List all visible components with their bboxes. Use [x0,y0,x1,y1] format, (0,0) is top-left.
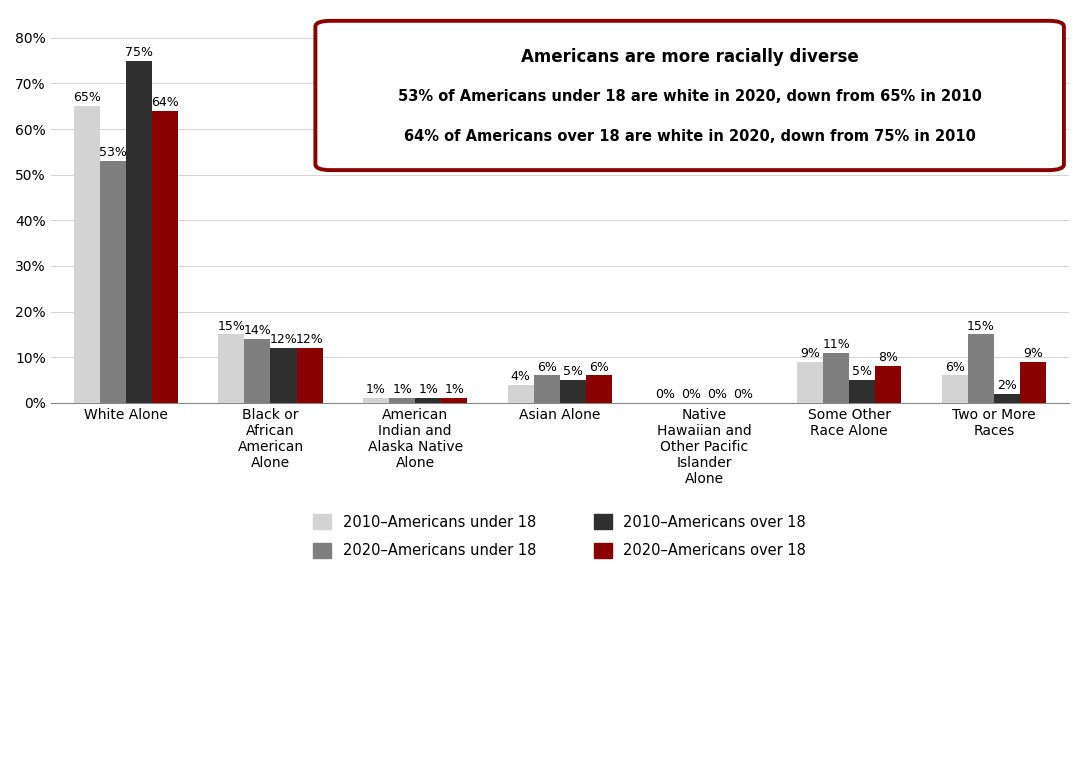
Bar [126,60,152,403]
Bar [218,334,245,403]
Bar [875,366,901,403]
Text: 5%: 5% [852,365,873,378]
Bar [363,399,389,403]
Text: 2%: 2% [997,379,1017,392]
Text: 53%: 53% [99,146,127,159]
Text: 1%: 1% [366,383,386,396]
Text: 0%: 0% [708,388,727,401]
Bar [441,399,467,403]
Bar [389,399,415,403]
Text: 65%: 65% [73,92,101,104]
Bar [559,380,585,403]
Text: 0%: 0% [656,388,675,401]
Text: 11%: 11% [823,338,850,351]
Text: 9%: 9% [1023,347,1043,360]
Text: 12%: 12% [270,334,297,347]
Text: 0%: 0% [734,388,753,401]
Text: 1%: 1% [392,383,412,396]
Bar [823,353,849,403]
Bar [415,399,441,403]
Bar [1020,362,1046,403]
Bar [74,106,100,403]
Text: 4%: 4% [511,369,531,382]
Text: 64%: 64% [151,96,179,109]
Text: 6%: 6% [589,360,609,373]
Text: 15%: 15% [967,320,995,333]
Text: 12%: 12% [296,334,323,347]
Text: 14%: 14% [244,324,271,337]
Text: 8%: 8% [878,351,899,364]
Bar [942,376,968,403]
Bar [994,394,1020,403]
Bar [245,339,271,403]
Text: 0%: 0% [682,388,701,401]
Bar [152,111,178,403]
Text: 9%: 9% [800,347,820,360]
Text: 6%: 6% [945,360,965,373]
Bar [271,348,297,403]
Text: 1%: 1% [444,383,464,396]
Text: 53% of Americans under 18 are white in 2020, down from 65% in 2010: 53% of Americans under 18 are white in 2… [398,90,982,104]
Text: 1%: 1% [418,383,438,396]
Bar [968,334,994,403]
Text: Americans are more racially diverse: Americans are more racially diverse [520,48,859,66]
Bar [585,376,611,403]
Legend: 2010–Americans under 18, 2020–Americans under 18, 2010–Americans over 18, 2020–A: 2010–Americans under 18, 2020–Americans … [313,514,806,558]
Bar [849,380,875,403]
Text: 64% of Americans over 18 are white in 2020, down from 75% in 2010: 64% of Americans over 18 are white in 20… [403,129,976,145]
FancyBboxPatch shape [315,21,1063,170]
Text: 5%: 5% [563,365,583,378]
Bar [533,376,559,403]
Text: 6%: 6% [537,360,557,373]
Bar [297,348,323,403]
Bar [797,362,823,403]
Bar [100,161,126,403]
Text: 15%: 15% [218,320,245,333]
Text: 75%: 75% [125,46,153,59]
Bar [507,385,533,403]
